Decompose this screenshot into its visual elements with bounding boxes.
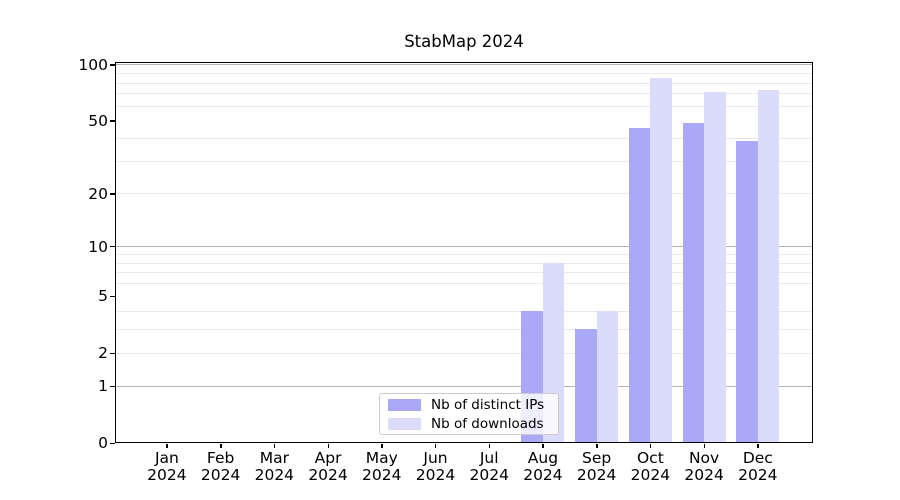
x-tick-label: Mar 2024	[242, 450, 306, 484]
x-tick-label: May 2024	[350, 450, 414, 484]
x-tick-mark	[757, 444, 759, 448]
gridline	[116, 246, 812, 248]
bar	[650, 78, 672, 443]
gridline	[116, 328, 812, 330]
x-tick-mark	[542, 444, 544, 448]
x-tick-month: Feb	[206, 449, 235, 467]
gridline	[116, 105, 812, 107]
x-tick-month: Sep	[582, 449, 612, 467]
y-tick-label: 1	[98, 377, 108, 396]
x-tick-year: 2024	[415, 466, 456, 484]
y-tick-mark	[110, 120, 115, 122]
bar	[704, 91, 726, 443]
x-tick-mark	[488, 444, 491, 448]
x-tick-mark	[220, 444, 222, 448]
legend-swatch-downloads	[388, 417, 421, 430]
x-tick-mark	[703, 444, 705, 448]
x-tick-mark	[649, 444, 652, 448]
y-tick-mark	[110, 246, 115, 248]
x-tick-year: 2024	[630, 466, 671, 484]
y-tick-label: 50	[88, 111, 108, 130]
y-tick-mark	[110, 385, 115, 388]
bar	[628, 127, 651, 443]
x-tick-label: Jul 2024	[457, 450, 521, 484]
x-tick-mark	[166, 444, 168, 448]
y-tick-mark	[110, 352, 115, 354]
x-tick-label: Aug 2024	[511, 450, 575, 484]
x-tick-month: Jun	[423, 449, 448, 467]
legend-label-downloads: Nb of downloads	[431, 415, 544, 432]
gridline	[116, 352, 812, 354]
legend-label-distinct-ips: Nb of distinct IPs	[431, 396, 545, 413]
x-tick-label: Oct 2024	[618, 450, 682, 484]
x-tick-label: Jan 2024	[135, 450, 199, 484]
gridline	[116, 310, 812, 312]
y-tick-label: 5	[98, 287, 108, 306]
y-tick-label: 0	[98, 434, 108, 452]
gridline	[116, 73, 812, 75]
gridline	[116, 385, 812, 387]
y-tick-label: 10	[88, 237, 108, 256]
x-tick-month: Aug	[527, 449, 559, 467]
x-tick-mark	[327, 444, 329, 448]
x-tick-year: 2024	[200, 466, 241, 484]
legend-item-distinct-ips: Nb of distinct IPs	[388, 396, 550, 413]
y-tick-mark	[110, 442, 115, 444]
bar	[757, 90, 780, 443]
x-tick-year: 2024	[738, 466, 778, 484]
x-tick-label: Feb 2024	[189, 450, 253, 484]
x-tick-label: Apr 2024	[296, 450, 360, 484]
x-tick-year: 2024	[684, 466, 724, 484]
gridline	[116, 93, 812, 95]
x-tick-mark	[273, 444, 276, 448]
gridline	[116, 272, 812, 274]
bar	[575, 329, 597, 443]
x-tick-label: Jun 2024	[404, 450, 468, 484]
bar	[736, 140, 758, 443]
gridline	[116, 82, 812, 84]
x-tick-label: Nov 2024	[672, 450, 736, 484]
x-tick-month: Apr	[314, 449, 342, 467]
x-tick-month: Mar	[259, 449, 289, 467]
gridline	[116, 253, 812, 255]
x-tick-year: 2024	[362, 466, 402, 484]
legend-item-downloads: Nb of downloads	[388, 415, 550, 432]
y-tick-label: 20	[88, 184, 108, 203]
x-tick-mark	[596, 444, 598, 448]
y-tick-mark	[110, 64, 115, 66]
y-tick-mark	[110, 295, 115, 298]
x-tick-month: Oct	[636, 449, 664, 467]
x-tick-year: 2024	[147, 466, 187, 484]
x-tick-month: Dec	[742, 449, 773, 467]
gridline	[116, 138, 812, 140]
x-tick-year: 2024	[254, 466, 295, 484]
x-tick-year: 2024	[576, 466, 617, 484]
y-tick-label: 2	[98, 344, 108, 362]
legend-swatch-distinct-ips	[388, 398, 421, 411]
x-tick-month: Jan	[154, 449, 179, 467]
x-tick-year: 2024	[469, 466, 509, 484]
chart-title: StabMap 2024	[404, 32, 524, 51]
x-tick-month: Jul	[479, 449, 499, 467]
gridline	[116, 283, 812, 285]
gridline	[116, 161, 812, 163]
x-tick-month: May	[365, 449, 398, 467]
bar	[596, 311, 619, 443]
bar	[682, 122, 705, 443]
y-tick-label: 100	[78, 55, 108, 74]
x-tick-year: 2024	[308, 466, 348, 484]
y-tick-mark	[110, 193, 115, 195]
gridline	[116, 193, 812, 195]
x-tick-year: 2024	[523, 466, 563, 484]
x-tick-month: Nov	[688, 449, 720, 467]
x-tick-mark	[435, 444, 437, 448]
x-tick-label: Dec 2024	[726, 450, 790, 484]
legend: Nb of distinct IPs Nb of downloads	[379, 393, 559, 435]
x-tick-label: Sep 2024	[565, 450, 629, 484]
gridline	[116, 262, 812, 264]
x-tick-mark	[381, 444, 383, 448]
gridline	[116, 64, 812, 66]
